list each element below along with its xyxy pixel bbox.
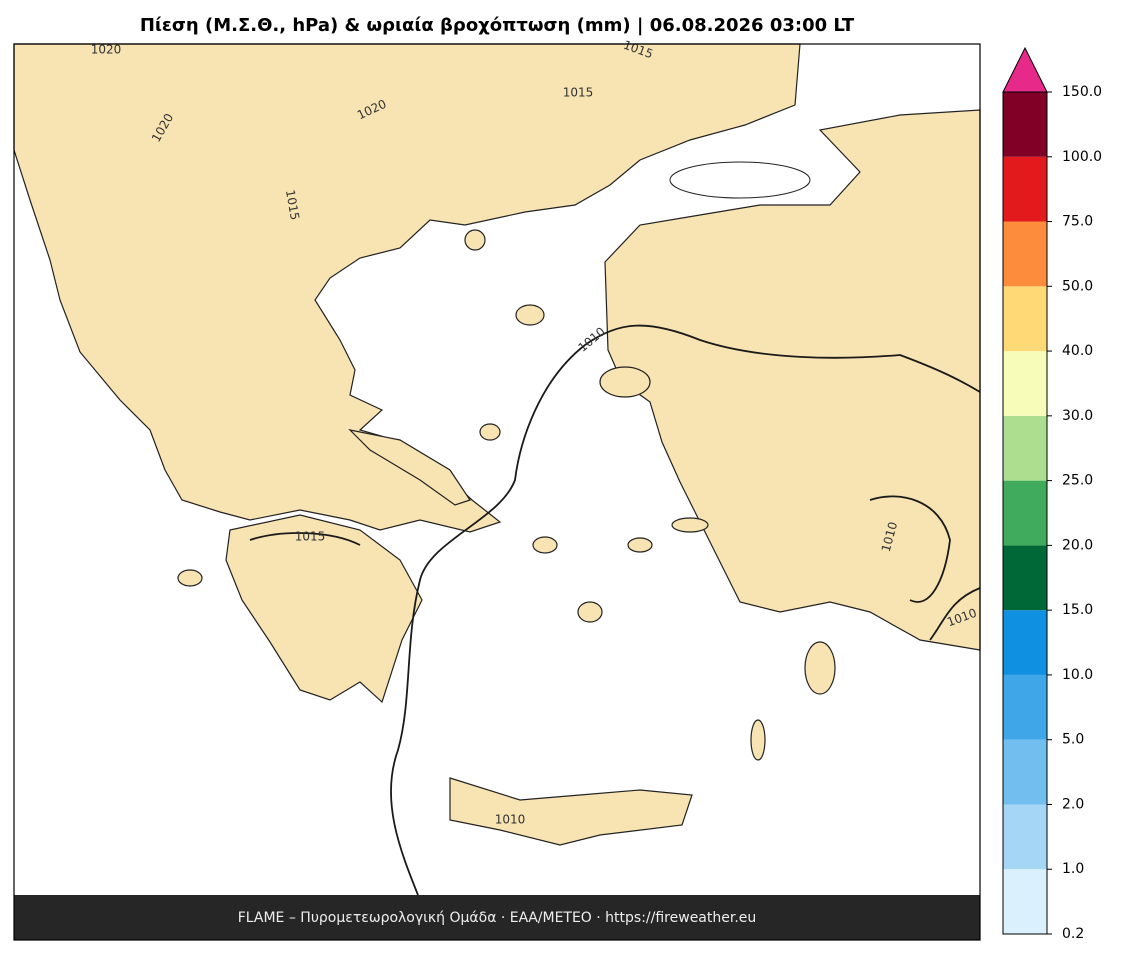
marmara-sea — [669, 161, 811, 199]
colorbar-segment — [1003, 804, 1047, 870]
isobar — [390, 324, 981, 896]
island — [577, 601, 603, 623]
colorbar-tick-label: 30.0 — [1062, 408, 1093, 424]
colorbar-segment — [1003, 415, 1047, 481]
colorbar-tick-label: 150.0 — [1062, 84, 1102, 100]
land-crete — [449, 777, 693, 846]
colorbar-tick-label: 20.0 — [1062, 537, 1093, 553]
colorbar-tick-label: 40.0 — [1062, 343, 1093, 359]
title: Πίεση (Μ.Σ.Θ., hPa) & ωριαία βροχόπτωση … — [140, 15, 855, 36]
island — [464, 229, 486, 251]
colorbar-tick-label: 25.0 — [1062, 473, 1093, 489]
colorbar-tick-label: 2.0 — [1062, 796, 1084, 812]
land-peloponnese — [225, 514, 423, 704]
contour-label: 1015 — [295, 530, 326, 544]
colorbar-segment — [1003, 156, 1047, 222]
island — [515, 304, 545, 326]
island — [750, 719, 766, 761]
map: 1020 1015 1015 1020 1020 1015 1010 1015 … — [13, 38, 981, 941]
colorbar-segment — [1003, 221, 1047, 287]
colorbar-segment — [1003, 92, 1047, 157]
colorbar-segment — [1003, 739, 1047, 805]
isobar — [249, 532, 361, 546]
isobar — [929, 587, 981, 641]
colorbar-segment — [1003, 674, 1047, 740]
colorbar-frame — [1002, 91, 1048, 935]
contour-label: 1020 — [91, 43, 122, 57]
colorbar-tick-label: 75.0 — [1062, 214, 1093, 230]
footer: FLAME – Πυρομετεωρολογική Ομάδα · ΕΑΑ/ME… — [238, 910, 757, 926]
colorbar-segment — [1003, 351, 1047, 416]
colorbar-tick-label: 10.0 — [1062, 667, 1093, 683]
colorbar-segment — [1003, 545, 1047, 611]
island — [177, 569, 203, 587]
colorbar-segment — [1003, 610, 1047, 675]
colorbar-tick-label: 0.2 — [1062, 926, 1084, 942]
island — [532, 536, 558, 554]
contour-label: 1010 — [495, 813, 526, 827]
colorbar-segment — [1003, 869, 1047, 934]
map-frame — [13, 43, 981, 941]
land-turkey — [604, 109, 981, 651]
footer-bar — [14, 895, 980, 940]
island — [599, 366, 651, 398]
colorbar: 0.2 1.0 2.0 5.0 10.0 15.0 20.0 25.0 30.0 40.0 50.0… — [1002, 46, 1102, 942]
island — [627, 537, 653, 553]
colorbar-extend — [1002, 46, 1048, 93]
isobar — [869, 495, 951, 603]
contour-label: 1015 — [563, 86, 594, 100]
colorbar-tick-label: 15.0 — [1062, 602, 1093, 618]
colorbar-tick-label: 50.0 — [1062, 278, 1093, 294]
island — [671, 517, 709, 533]
island — [479, 423, 501, 441]
colorbar-tick-label: 5.0 — [1062, 732, 1084, 748]
island — [804, 641, 836, 695]
colorbar-tick-label: 1.0 — [1062, 861, 1084, 877]
colorbar-tick-label: 100.0 — [1062, 149, 1102, 165]
land-euboea — [348, 429, 471, 506]
colorbar-segment — [1003, 480, 1047, 546]
colorbar-segment — [1003, 286, 1047, 352]
contour-label: 1015 — [283, 189, 302, 222]
